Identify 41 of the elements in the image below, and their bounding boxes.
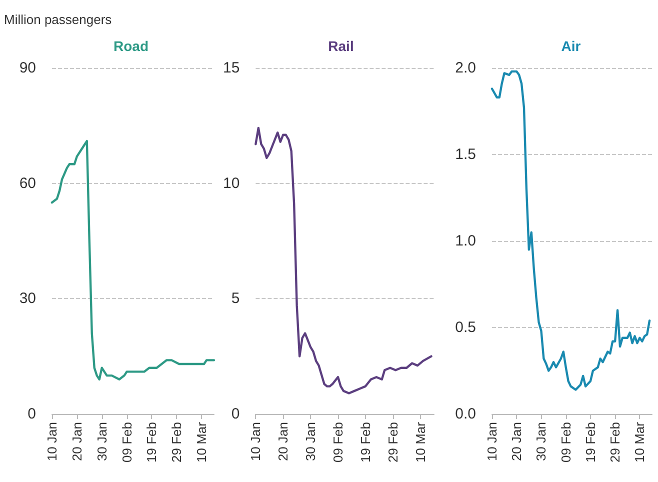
x-tick-label: 19 Feb (144, 422, 160, 462)
x-tick-label: 29 Feb (385, 422, 400, 462)
x-tick-label: 10 Jan (248, 422, 264, 462)
x-tick-label: 20 Jan (276, 422, 291, 462)
x-tick-label: 09 Feb (558, 422, 574, 462)
x-tick-label: 10 Jan (484, 422, 500, 462)
x-tick-label: 20 Jan (509, 422, 524, 462)
x-tick-label: 19 Feb (582, 422, 598, 462)
y-tick-label: 0.5 (455, 319, 476, 336)
x-tick-label: 10 Mar (632, 421, 648, 462)
y-tick-label: 0 (231, 406, 240, 422)
x-tick-label: 30 Jan (303, 422, 318, 462)
y-tick-label: 0 (28, 406, 36, 422)
x-tick-label: 09 Feb (119, 422, 134, 462)
x-tick-label: 10 Mar (412, 421, 428, 462)
x-tick-label: 20 Jan (69, 422, 84, 462)
x-tick-label: 30 Jan (534, 422, 549, 462)
x-tick-label: 30 Jan (94, 422, 110, 462)
x-tick-label: 29 Feb (169, 422, 184, 462)
y-tick-label: 2.0 (455, 60, 476, 76)
y-tick-label: 30 (19, 290, 36, 308)
y-tick-label: 90 (19, 60, 36, 76)
x-tick-label: 10 Jan (44, 422, 60, 462)
y-tick-label: 1.0 (455, 232, 476, 250)
y-tick-label: 5 (231, 290, 240, 308)
y-tick-label: 1.5 (455, 146, 476, 163)
y-tick-label: 0.0 (455, 406, 476, 422)
line-series (254, 126, 432, 394)
x-tick-label: 09 Feb (330, 422, 346, 462)
chart-title: Road (114, 38, 148, 54)
y-tick-label: 10 (222, 174, 240, 192)
chart-title: Rail (328, 38, 354, 54)
y-tick-label: 15 (222, 60, 240, 76)
x-tick-label: 19 Feb (358, 422, 373, 462)
x-tick-label: 29 Feb (608, 422, 623, 462)
y-tick-label: 60 (19, 174, 36, 192)
line-series (490, 70, 651, 391)
x-tick-label: 10 Mar (194, 421, 210, 462)
y-axis-title: Million passengers (4, 12, 112, 27)
line-series (50, 140, 216, 380)
chart-title: Air (561, 38, 582, 54)
